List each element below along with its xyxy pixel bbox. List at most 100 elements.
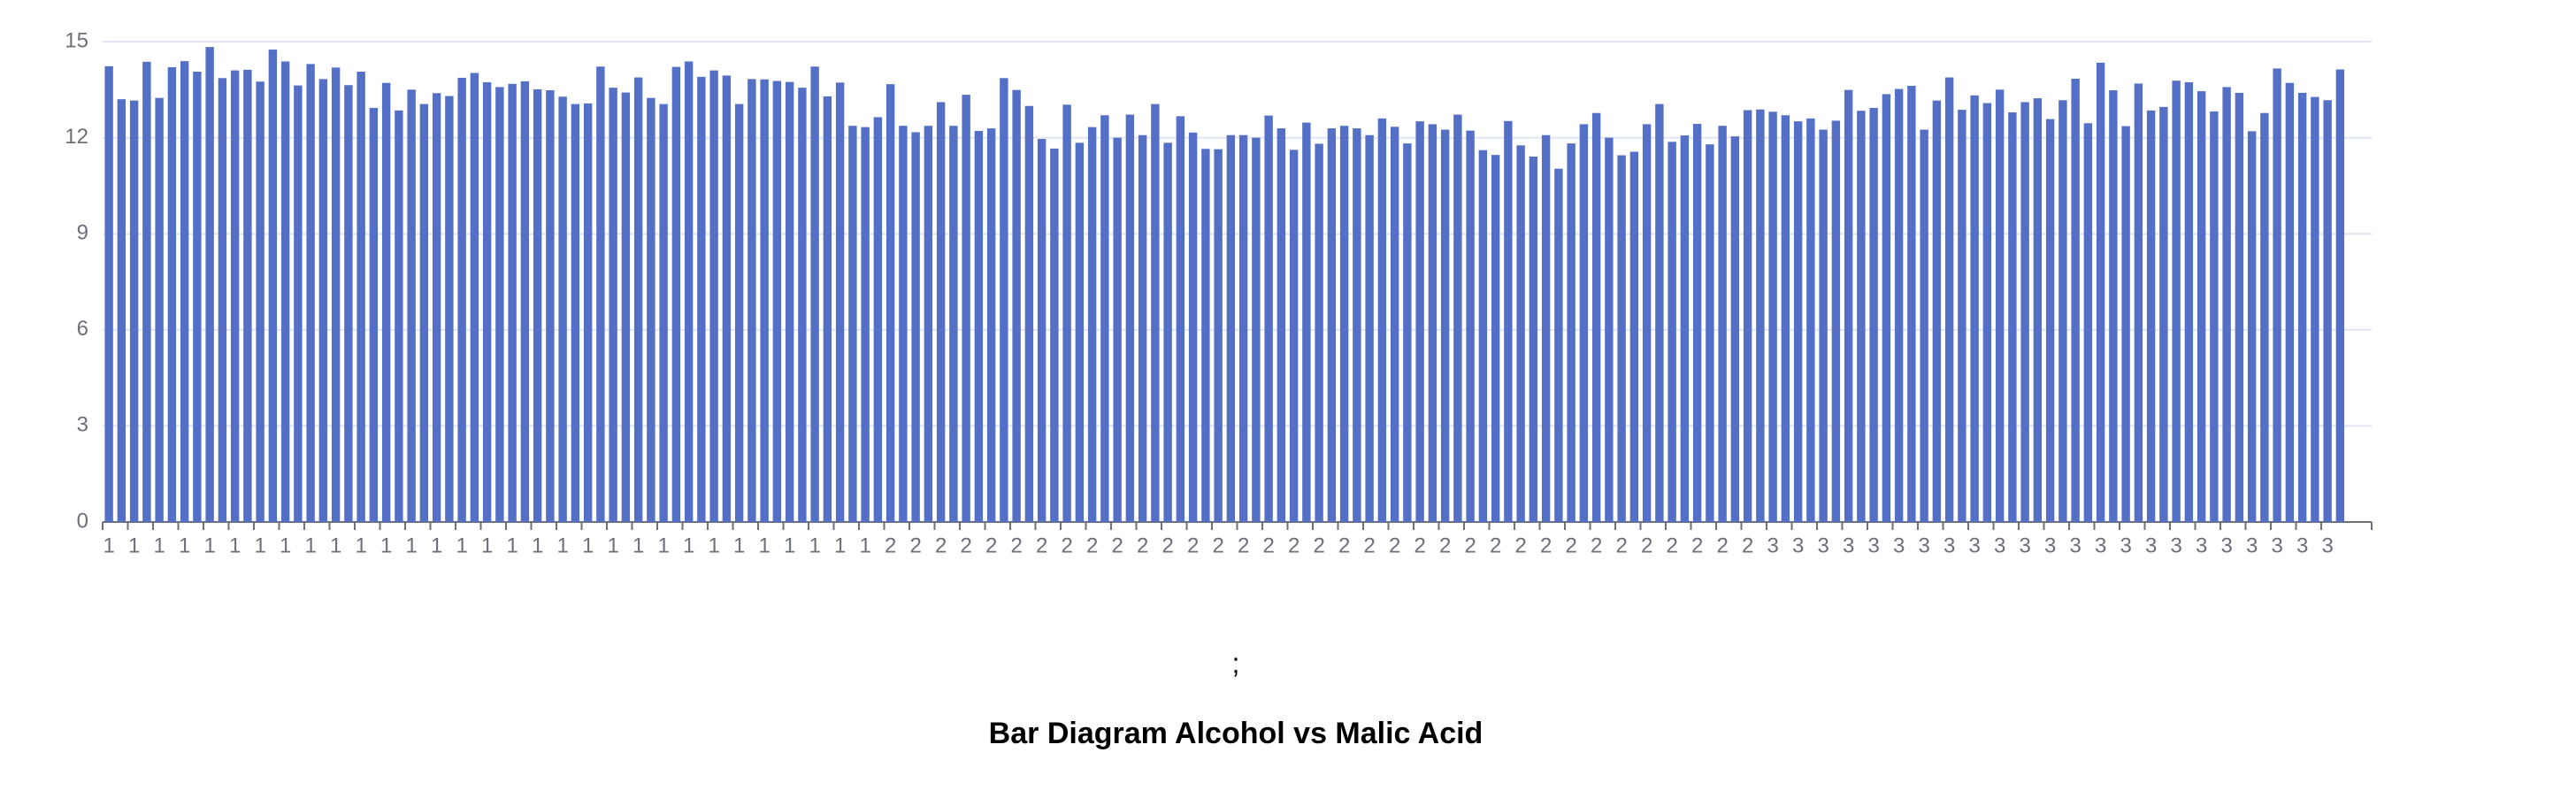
bar <box>1176 116 1185 522</box>
bar <box>155 97 164 522</box>
bar <box>1428 124 1438 522</box>
bar <box>2121 126 2130 522</box>
y-tick-label: 0 <box>77 509 88 533</box>
x-tick-label: 1 <box>683 533 694 557</box>
bar <box>1781 115 1790 522</box>
x-tick-label: 3 <box>2095 533 2106 557</box>
bar <box>1390 127 1399 523</box>
bar <box>2235 92 2244 523</box>
bar <box>861 127 870 523</box>
x-tick-label: 1 <box>431 533 442 557</box>
bar <box>306 64 315 523</box>
x-tick-label: 3 <box>2246 533 2258 557</box>
bar <box>1793 121 1803 522</box>
x-tick-label: 2 <box>1464 533 1476 557</box>
bar <box>395 110 403 522</box>
bar <box>1377 118 1387 522</box>
x-tick-label: 1 <box>784 533 795 557</box>
bar <box>508 83 517 522</box>
bar <box>596 66 605 522</box>
x-tick-label: 2 <box>1036 533 1047 557</box>
bar <box>2058 100 2067 522</box>
bar <box>129 100 139 522</box>
x-tick-label: 3 <box>1792 533 1804 557</box>
bar <box>546 90 555 523</box>
bar <box>848 126 857 522</box>
bar <box>2260 112 2269 522</box>
x-tick-label: 1 <box>330 533 341 557</box>
bar <box>2323 100 2332 522</box>
bar <box>167 66 177 522</box>
bar <box>344 85 353 523</box>
bar <box>1756 109 1765 522</box>
x-tick-label: 1 <box>103 533 114 557</box>
x-tick-label: 2 <box>1591 533 1602 557</box>
bar <box>1087 127 1097 523</box>
bar <box>432 93 441 523</box>
x-tick-label: 1 <box>859 533 870 557</box>
bar <box>1617 155 1626 522</box>
bar <box>1302 122 1311 522</box>
bar <box>2096 62 2105 523</box>
bar <box>457 77 466 522</box>
y-tick-label: 12 <box>65 125 88 149</box>
bar <box>734 104 744 522</box>
bar <box>2311 96 2319 522</box>
bar <box>911 132 920 523</box>
bar <box>558 96 567 522</box>
bar <box>1857 111 1866 522</box>
bar <box>633 77 643 522</box>
x-tick-label: 3 <box>2296 533 2308 557</box>
x-tick-label: 1 <box>809 533 820 557</box>
bar <box>1415 121 1424 522</box>
bar <box>2297 92 2307 523</box>
bar <box>218 78 227 522</box>
bar <box>1605 137 1614 522</box>
bar <box>407 89 416 523</box>
x-tick-label: 2 <box>1691 533 1703 557</box>
x-tick-label: 3 <box>1767 533 1778 557</box>
bar <box>1365 134 1374 523</box>
bar <box>2146 110 2156 522</box>
bar <box>117 99 126 522</box>
x-tick-label: 1 <box>607 533 618 557</box>
bar <box>873 117 883 522</box>
bar <box>709 70 718 522</box>
bar <box>671 66 681 522</box>
bar <box>835 82 845 522</box>
x-tick-label: 2 <box>1238 533 1249 557</box>
bar <box>2083 123 2093 522</box>
bar <box>722 75 732 522</box>
bar <box>243 69 252 522</box>
bar <box>1466 130 1475 523</box>
bar <box>609 88 617 523</box>
bar <box>2210 111 2219 522</box>
y-tick-label: 15 <box>65 28 88 52</box>
x-tick-label: 1 <box>254 533 265 557</box>
x-tick-label: 2 <box>885 533 896 557</box>
bar <box>2172 81 2181 522</box>
x-tick-label: 2 <box>1742 533 1753 557</box>
x-tick-label: 2 <box>960 533 971 557</box>
bar <box>1995 89 2005 523</box>
x-tick-label: 2 <box>1262 533 1274 557</box>
bar <box>482 81 492 522</box>
bar <box>1037 139 1046 522</box>
bar <box>1579 124 1589 522</box>
x-tick-label: 3 <box>2321 533 2333 557</box>
bar <box>2159 106 2168 523</box>
x-tick-label: 3 <box>2220 533 2232 557</box>
x-tick-label: 1 <box>708 533 719 557</box>
bar <box>533 88 542 523</box>
bar <box>104 65 113 522</box>
bar <box>1138 134 1147 523</box>
bar <box>583 103 593 522</box>
bar <box>1806 118 1815 522</box>
bar <box>1907 85 1916 523</box>
bar <box>1264 115 1273 522</box>
x-tick-label: 1 <box>405 533 417 557</box>
x-tick-label: 2 <box>1288 533 1300 557</box>
bar <box>1668 142 1676 522</box>
bar <box>1743 110 1752 522</box>
bar <box>772 81 782 522</box>
